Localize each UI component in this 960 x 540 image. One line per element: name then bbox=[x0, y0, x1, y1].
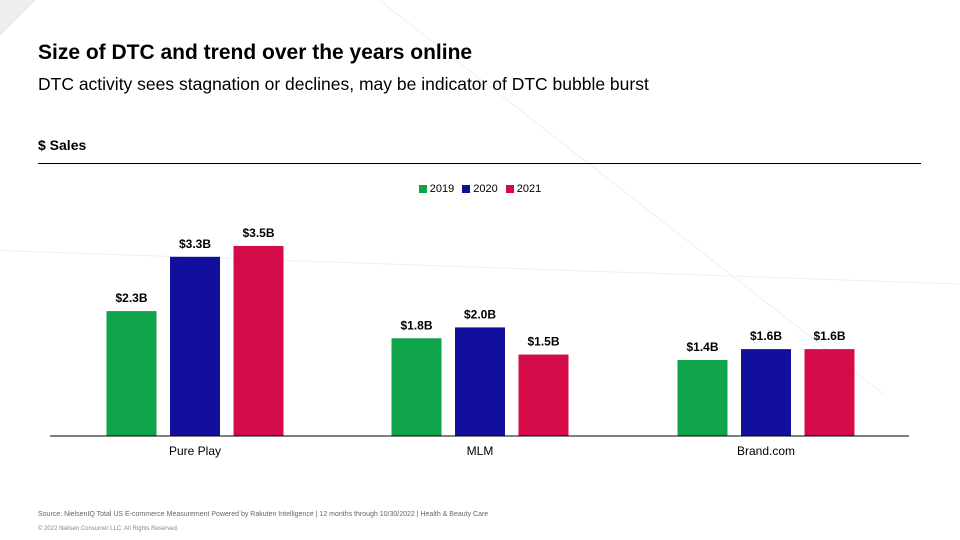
bar-2020 bbox=[455, 327, 505, 436]
bar-2019 bbox=[391, 338, 442, 436]
bar-2021 bbox=[233, 245, 284, 436]
legend-label: 2019 bbox=[429, 183, 455, 195]
corner-decoration bbox=[0, 0, 36, 36]
bar-2020 bbox=[741, 349, 791, 436]
category-label: Brand.com bbox=[737, 444, 795, 458]
data-label: $1.6B bbox=[813, 329, 845, 343]
section-divider bbox=[38, 163, 921, 164]
category-label: Pure Play bbox=[169, 444, 221, 458]
bar-2021 bbox=[804, 349, 855, 436]
data-label: $2.0B bbox=[464, 307, 496, 321]
source-note: Source: NielsenIQ Total US E-commerce Me… bbox=[38, 511, 489, 518]
data-label: $2.3B bbox=[115, 291, 147, 305]
bar-2021 bbox=[518, 354, 569, 436]
section-label: $ Sales bbox=[38, 137, 87, 153]
category-label: MLM bbox=[467, 444, 494, 458]
legend-swatch bbox=[505, 185, 514, 193]
legend-item-2019: 2019 bbox=[418, 183, 455, 195]
data-label: $1.8B bbox=[400, 318, 432, 332]
bar-2020 bbox=[170, 256, 220, 436]
data-label: $1.5B bbox=[527, 335, 559, 349]
data-label: $1.6B bbox=[750, 329, 782, 343]
legend-item-2021: 2021 bbox=[505, 183, 542, 195]
legend-swatch bbox=[462, 185, 471, 193]
page-title: Size of DTC and trend over the years onl… bbox=[38, 41, 473, 64]
legend-label: 2020 bbox=[473, 183, 498, 195]
data-label: $3.5B bbox=[242, 226, 274, 240]
bar-2019 bbox=[677, 359, 728, 436]
page-subtitle: DTC activity sees stagnation or declines… bbox=[38, 74, 649, 94]
data-label: $1.4B bbox=[686, 340, 718, 354]
chart-legend: 2019 2020 2021 bbox=[0, 183, 960, 195]
copyright-note: © 2022 Nielsen Consumer LLC. All Rights … bbox=[38, 526, 179, 532]
legend-swatch bbox=[418, 185, 427, 193]
bar-2019 bbox=[106, 311, 157, 436]
legend-label: 2021 bbox=[516, 183, 542, 195]
data-label: $3.3B bbox=[179, 237, 211, 251]
legend-item-2020: 2020 bbox=[462, 183, 498, 195]
